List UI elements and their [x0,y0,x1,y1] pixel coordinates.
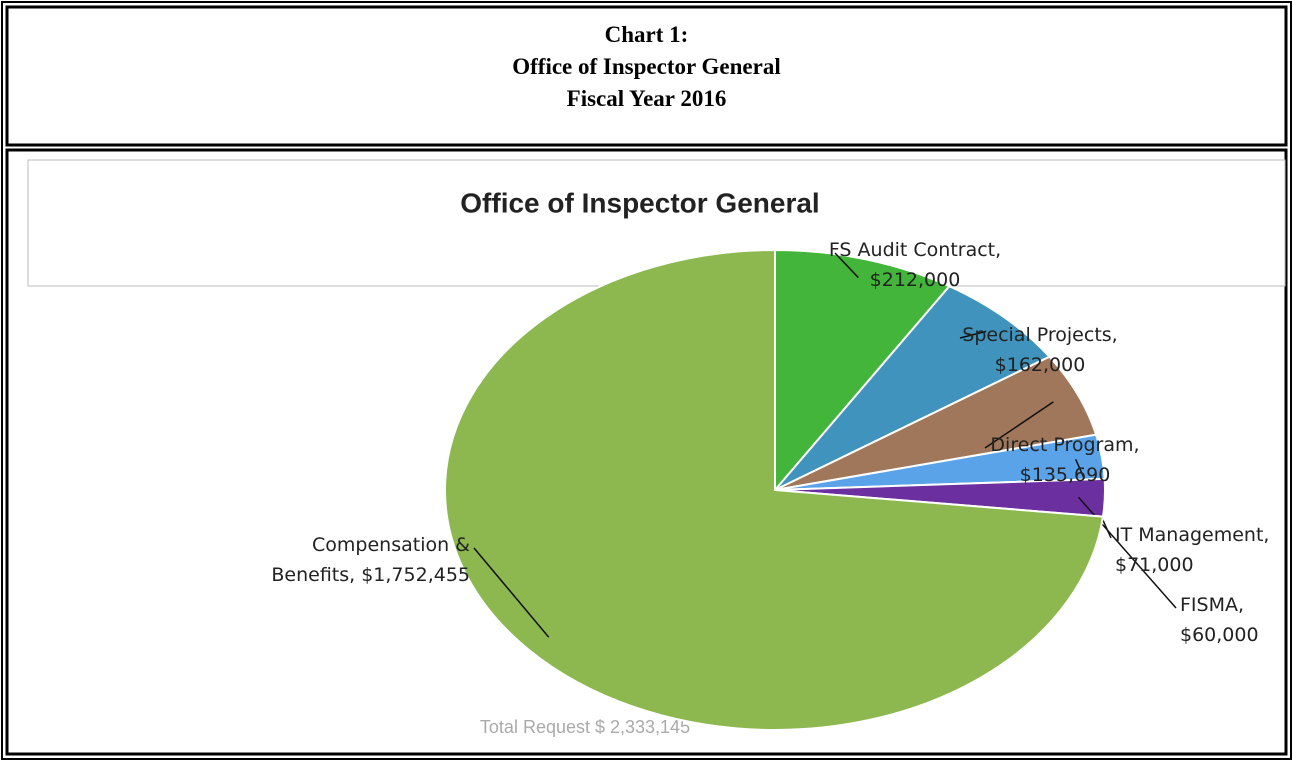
header-line: Office of Inspector General [512,54,781,79]
header-line: Chart 1: [604,22,689,47]
slice-label: Direct Program, $135,690 [990,434,1140,486]
pie-slice [774,285,1052,491]
leader-line [984,401,1054,449]
slice-label: FISMA, $60,000 [1180,594,1259,646]
pie-slice [444,248,1105,731]
header-box [5,5,1288,147]
leader-line [959,330,987,339]
pie-slice [774,248,951,493]
slice-label: FS Audit Contract, $212,000 [828,239,1002,291]
chart-box [5,148,1288,756]
leader-line [834,252,859,279]
leader-line [473,547,550,638]
chart-title: Office of Inspector General [460,187,819,218]
slice-label: Compensation & Benefits, $1,752,455 [271,534,470,586]
slice-label: Special Projects, $162,000 [962,324,1118,376]
header-line: Fiscal Year 2016 [566,86,727,111]
slice-label: IT Management, $71,000 [1115,524,1270,576]
total-annotation: Total Request $ 2,333,145 [480,717,690,737]
